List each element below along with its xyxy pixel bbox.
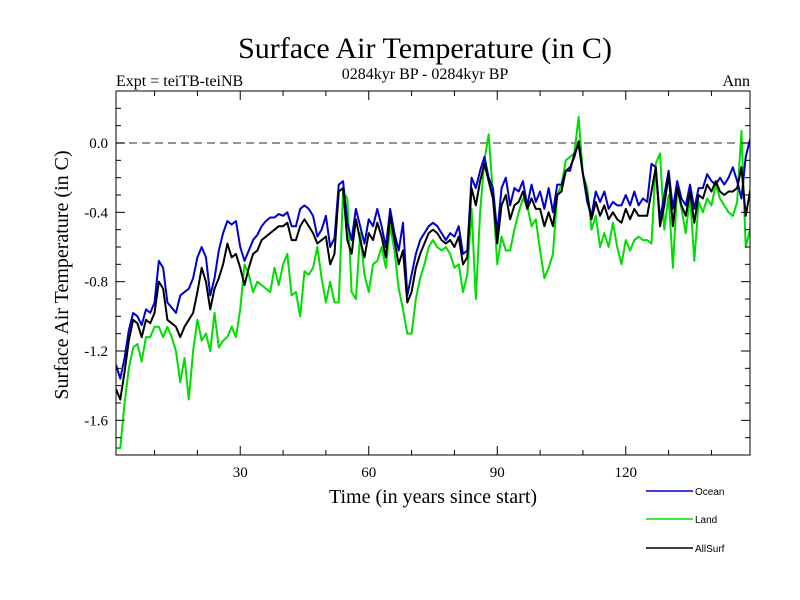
series-layer [116,116,750,450]
y-tick-label: -0.4 [84,205,108,221]
chart-title: Surface Air Temperature (in C) [238,32,612,65]
experiment-annotation: Expt = teiTB-teiNB [116,73,243,90]
season-annotation: Ann [722,73,750,90]
tick-layer: 30 60 90 120 -1.6 -1.2 -0.8 -0.4 0.0 [84,90,750,481]
chart-subtitle: 0284kyr BP - 0284kyr BP [342,66,509,83]
x-tick-label: 60 [361,465,376,481]
x-axis-label: Time (in years since start) [329,486,537,508]
x-tick-label: 120 [615,465,638,481]
legend-label-land: Land [695,515,717,526]
x-tick-label: 90 [490,465,505,481]
legend-label-ocean: Ocean [695,487,724,498]
y-tick-label: -1.2 [84,344,108,360]
series-line-ocean [116,139,750,380]
y-axis-label: Surface Air Temperature (in C) [51,150,73,399]
y-tick-label: -1.6 [84,413,108,429]
y-tick-label: -0.8 [84,275,108,291]
legend-label-allsurf: AllSurf [695,544,725,555]
plot-frame [115,90,751,456]
x-tick-label: 30 [233,465,248,481]
legend: Ocean Land AllSurf [646,487,725,555]
series-line-allsurf [116,140,750,401]
y-tick-label: 0.0 [89,136,108,152]
series-line-land [116,116,750,450]
